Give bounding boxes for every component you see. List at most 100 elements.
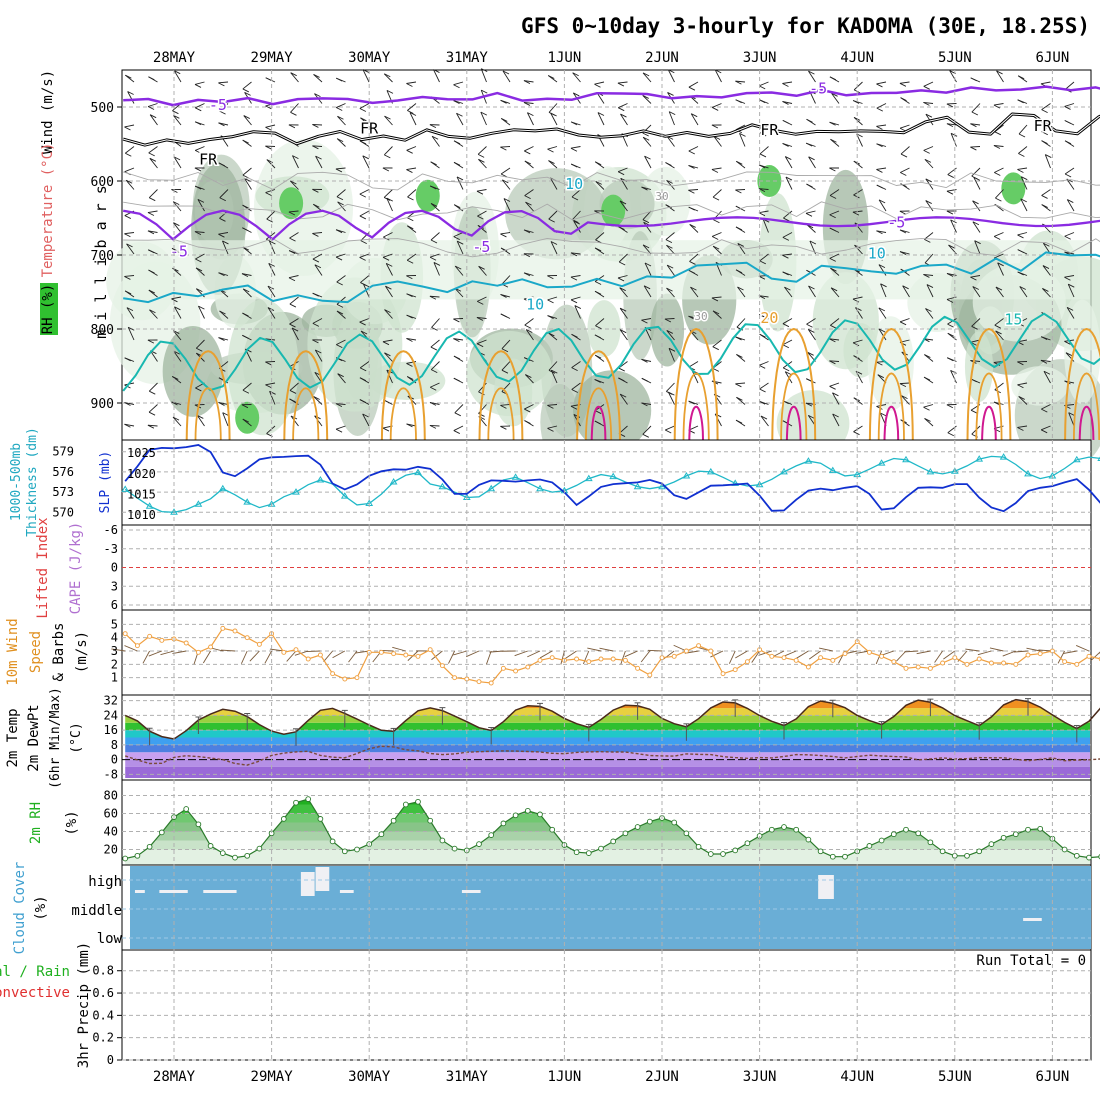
rh2m-point	[1037, 825, 1044, 832]
wind-barb-flag	[312, 339, 319, 344]
wind-barb-staff	[644, 262, 652, 276]
wind10m-speed-point	[427, 647, 433, 653]
thickness-marker	[706, 467, 715, 475]
rh2m-point	[707, 851, 714, 857]
wind-barb-staff	[1041, 189, 1051, 196]
wind-barb-staff	[477, 210, 487, 217]
wind-barb-flag	[453, 140, 461, 145]
rh2m-point	[671, 819, 678, 826]
wind-barb-staff	[995, 286, 1004, 298]
wind-barb-flag	[502, 70, 510, 75]
wind-barb-flag	[665, 429, 672, 434]
panel-precip-frame	[121, 949, 1092, 1061]
wind-barb-staff	[290, 180, 299, 190]
wind-barb-flag	[993, 236, 1001, 240]
cloud-level-low: low	[97, 931, 123, 947]
wind10m-speed-point	[1001, 660, 1007, 666]
wind-barb-flag	[291, 327, 299, 332]
wind-barb-flag	[454, 412, 462, 417]
wind-barb-staff	[829, 338, 840, 341]
wind-barb-flag	[173, 201, 180, 206]
rh2m-point	[500, 820, 507, 827]
rh2m-ylabel: 2m RH	[28, 802, 44, 844]
wind10m-speed-point	[488, 680, 494, 686]
wind-barb-staff	[147, 424, 158, 427]
wind-barb-staff	[829, 210, 840, 216]
wind-barb-flag	[1064, 120, 1071, 124]
wind-barb-flag	[735, 99, 742, 104]
thickness-ytick-label: 579	[52, 445, 74, 459]
wind-barb-staff	[762, 219, 769, 233]
wind-barb-flag	[195, 387, 202, 392]
wind-barb-staff	[478, 159, 487, 169]
rh2m-point	[280, 816, 287, 822]
wind-barb-flag	[359, 193, 367, 198]
wind-barb-flag	[1020, 198, 1027, 203]
wind-barb-flag	[194, 167, 202, 172]
wind-barb-staff	[267, 307, 276, 319]
wind10m-ylabel-barbs: & Barbs	[51, 622, 67, 681]
upper-air-ytick-label: 900	[91, 397, 114, 412]
rh2m-point	[720, 851, 726, 857]
wind-barb-flag	[972, 221, 980, 226]
wind-barb-staff	[406, 146, 417, 151]
wind-barb-staff	[314, 264, 323, 276]
wind-barb-flag	[290, 72, 297, 77]
wind-barb-flag	[500, 404, 507, 409]
wind10m-speed-point	[452, 675, 458, 681]
wind10m-barb	[249, 650, 260, 662]
wind-barb-staff	[925, 308, 934, 319]
wind10m-speed-point	[1037, 651, 1043, 657]
wind-barb-staff	[759, 81, 769, 87]
wind-barb-flag	[618, 261, 626, 266]
rh-shade-area	[505, 168, 607, 260]
wind-barb-flag	[149, 309, 156, 314]
dewpt2m-ylabel: 2m DewPt	[26, 704, 42, 771]
wind-barb-staff	[362, 69, 370, 83]
wind-barb-flag	[688, 189, 695, 194]
wind10m-speed-point	[598, 656, 604, 662]
wind-barb-flag	[899, 321, 907, 326]
wind-barb-staff	[524, 146, 534, 152]
wind10m-speed-point	[793, 657, 799, 663]
wind-barb-staff	[382, 253, 393, 258]
wind-barb-flag	[500, 99, 507, 104]
wind-barb-staff	[336, 275, 346, 283]
wind-barb-flag	[242, 418, 250, 423]
wind-barb-flag	[619, 393, 627, 398]
wind-barb-staff	[735, 80, 746, 83]
wind-barb-flag	[502, 179, 509, 184]
date-label-top: 31MAY	[446, 50, 489, 66]
wind-barb-staff	[735, 124, 746, 131]
wind-barb-flag	[573, 414, 581, 418]
wind-barb-staff	[923, 146, 934, 151]
wind-barb-flag	[453, 84, 460, 89]
wind-barb-flag	[430, 203, 438, 207]
rh2m-point	[549, 826, 556, 833]
wind-barb-staff	[126, 307, 135, 319]
wind-barb-flag	[149, 114, 157, 119]
upper-air-temperature-contours	[122, 85, 1100, 441]
wind10m-barb	[148, 650, 162, 657]
wind-barb-flag	[688, 315, 695, 320]
wind-barb-flag	[782, 237, 790, 241]
wind-barb-staff	[454, 404, 464, 414]
wind-barb-staff	[1020, 198, 1028, 212]
wind-barb-flag	[455, 265, 462, 270]
wind-barb-flag	[667, 92, 674, 96]
contour-15	[122, 312, 1100, 392]
lifted-index-ylabel: Lifted Index	[35, 517, 51, 618]
wind10m-barb	[466, 650, 480, 658]
wind-barb-flag	[620, 113, 627, 118]
wind10m-speed-point	[708, 648, 714, 654]
wind-barb-staff	[430, 339, 440, 348]
precip-ylabel-convective: Convective	[0, 985, 70, 1001]
wind-barb-staff	[691, 370, 699, 384]
cloud-level-middle: middle	[71, 903, 122, 919]
rh2m-point	[439, 837, 446, 844]
wind-barb-staff	[1043, 371, 1051, 384]
wind-barb-staff	[266, 425, 276, 434]
wind-barb-flag	[688, 400, 695, 405]
wind-barb-staff	[503, 198, 511, 212]
wind-barb-staff	[289, 318, 299, 325]
